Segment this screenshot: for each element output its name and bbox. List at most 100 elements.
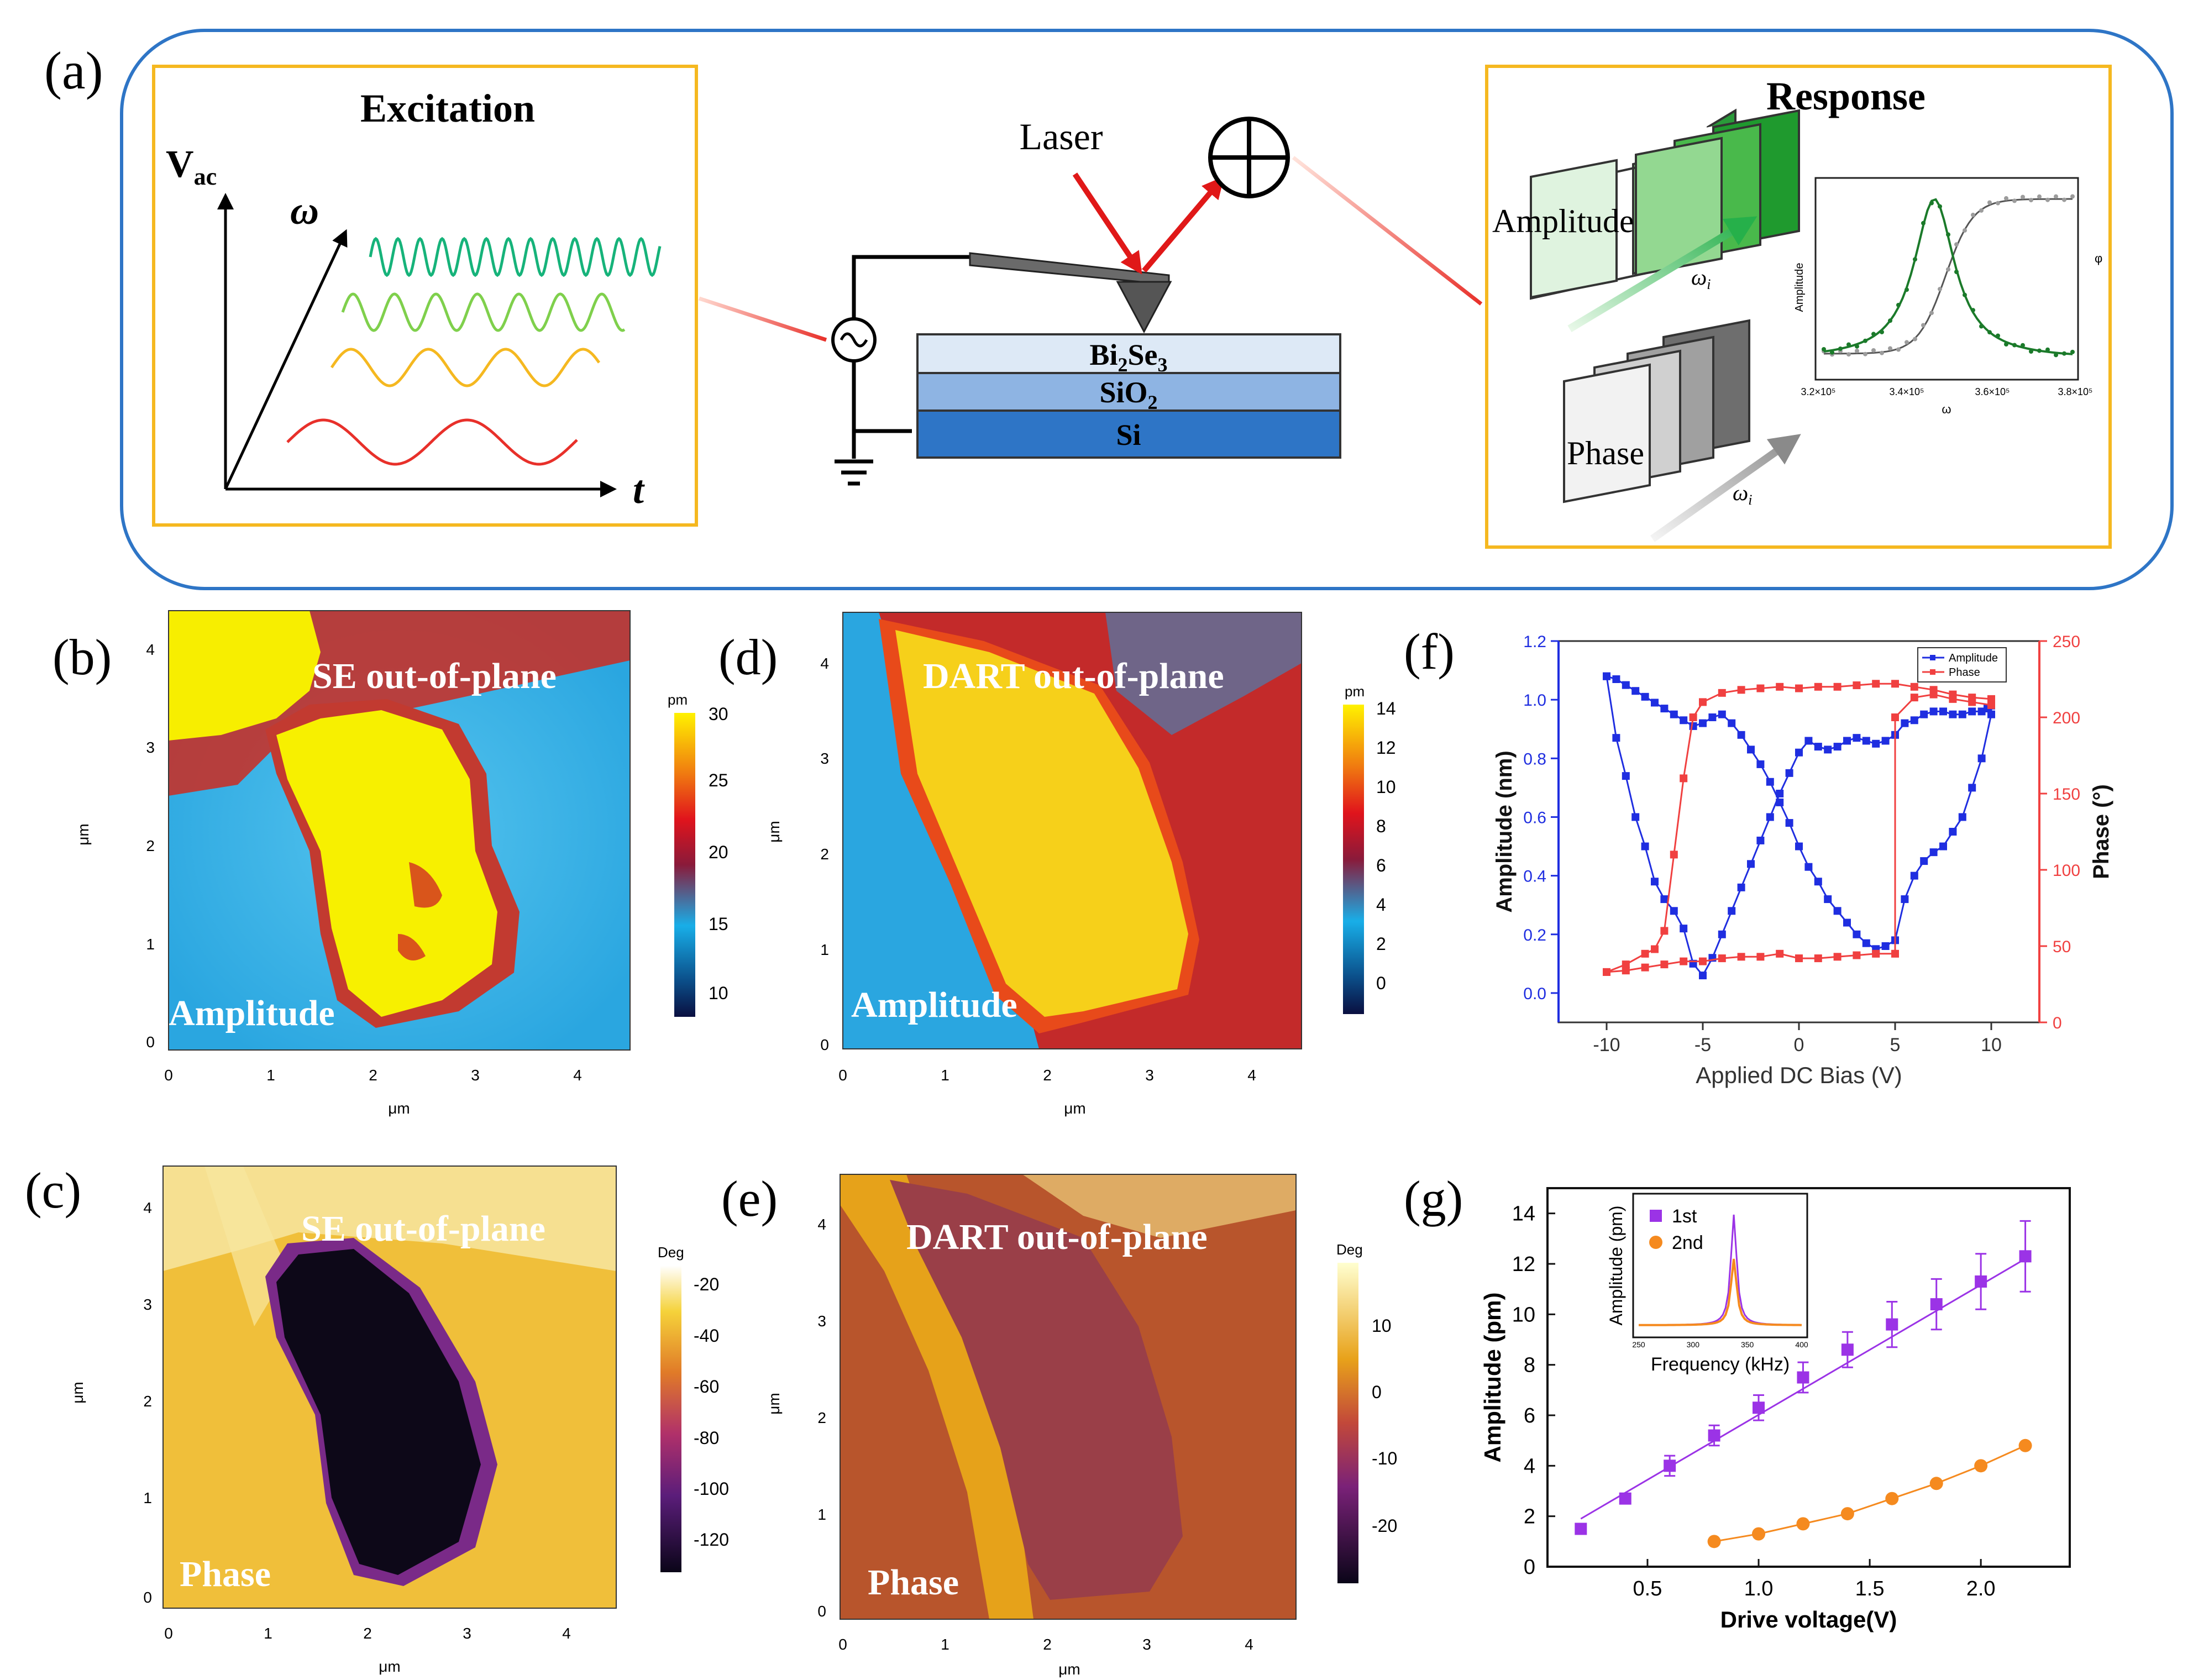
mini-amplitude-point xyxy=(2021,343,2025,348)
map-e-xticks: 0 1 2 3 4 xyxy=(838,1636,1253,1653)
map-d-flake xyxy=(895,630,1188,1017)
chart-f-point-amplitude xyxy=(1680,925,1688,933)
mini-plot-xtick-3: 3.8×10⁵ xyxy=(2058,386,2092,397)
colorbar-b-tick-30: 30 xyxy=(709,704,728,724)
mini-phase-point xyxy=(2004,196,2008,201)
colorbar-c-tick-3: -80 xyxy=(694,1428,719,1448)
chart-g-point-1st xyxy=(1708,1429,1720,1442)
mini-amplitude-point xyxy=(1938,204,1942,209)
mini-amplitude-point xyxy=(1863,338,1867,343)
colorbar-d-unit: pm xyxy=(1345,683,1365,700)
chart-f-point-amplitude xyxy=(1776,790,1784,797)
colorbar-d-tick-2: 10 xyxy=(1376,777,1396,797)
chart-g-point-1st xyxy=(1930,1298,1943,1311)
chart-f-point-phase xyxy=(1929,686,1938,694)
svg-text:0: 0 xyxy=(817,1603,826,1620)
map-d-yticks: 4 3 2 1 0 xyxy=(820,655,829,1053)
chart-g-xlabel: Drive voltage(V) xyxy=(1720,1607,1897,1632)
map-e-bright-band xyxy=(840,1174,1033,1619)
chart-f-point-amplitude xyxy=(1756,760,1765,768)
mini-amplitude-point xyxy=(2012,343,2017,348)
layer-si xyxy=(916,410,1341,459)
omega-axis-label: ω xyxy=(290,188,319,233)
chart-f-point-phase xyxy=(1718,954,1726,963)
chart-g-ytick-label: 10 xyxy=(1512,1303,1535,1326)
chart-f-point-amplitude xyxy=(1968,707,1976,716)
mini-phase-point xyxy=(2054,194,2058,199)
colorbar-d-tick-1: 12 xyxy=(1376,738,1396,758)
mini-phase-point xyxy=(1996,201,2000,206)
chart-f-ytick-right-label: 50 xyxy=(2053,938,2071,956)
chart-f-point-amplitude xyxy=(1853,734,1861,742)
chart-g-xtick-label: 0.5 xyxy=(1633,1577,1662,1600)
chart-f-xlabel: Applied DC Bias (V) xyxy=(1696,1062,1902,1088)
map-d-xlabel: μm xyxy=(1064,1100,1085,1117)
chart-f-point-amplitude xyxy=(1785,819,1793,827)
chart-f-point-phase xyxy=(1833,683,1842,691)
mini-phase-point xyxy=(1987,200,1992,205)
colorbar-d-tick-5: 4 xyxy=(1376,895,1386,915)
afm-circuit xyxy=(835,255,973,486)
chart-f-legend-marker xyxy=(1930,669,1935,675)
svg-text:4: 4 xyxy=(820,655,829,672)
chart-f-point-amplitude xyxy=(1929,848,1938,857)
chart-f-point-phase xyxy=(1641,949,1649,958)
chart-g-inset-ylabel: Amplitude (pm) xyxy=(1606,1206,1626,1326)
chart-f-point-amplitude xyxy=(1660,895,1669,904)
chart-f-ytick-label: 0.8 xyxy=(1523,750,1546,768)
chart-f-xtick-label: -10 xyxy=(1593,1035,1620,1056)
chart-f-point-amplitude xyxy=(1737,731,1745,739)
chart-f-series-line-phase xyxy=(1606,683,1992,973)
chart-g-inset-xtick: 250 xyxy=(1632,1340,1645,1349)
svg-text:0: 0 xyxy=(146,1033,155,1051)
map-c-light-top xyxy=(163,1166,616,1271)
svg-text:2: 2 xyxy=(143,1393,152,1410)
chart-f-point-phase xyxy=(1853,951,1861,959)
chart-f-point-amplitude xyxy=(1708,713,1717,721)
chart-f-point-amplitude xyxy=(1718,930,1726,938)
chart-f-point-amplitude xyxy=(1785,769,1793,777)
map-b-ylabel: μm xyxy=(75,823,92,845)
map-c-light-diag xyxy=(204,1166,287,1326)
chart-g-inset-xlabel: Frequency (kHz) xyxy=(1651,1354,1790,1375)
svg-text:1: 1 xyxy=(941,1067,949,1084)
chart-f-point-amplitude xyxy=(1737,883,1745,891)
chart-f-ytick-label: 1.2 xyxy=(1523,633,1546,651)
chart-g-inset-xtick: 350 xyxy=(1741,1340,1754,1349)
mini-plot-ylabel-right: φ xyxy=(2095,251,2102,265)
colorbar-b-tick-10: 10 xyxy=(709,983,728,1003)
mini-phase-point xyxy=(1871,348,1876,353)
chart-f-point-amplitude xyxy=(1766,778,1774,786)
chart-f-point-phase xyxy=(1622,960,1630,969)
colorbar-d-tick-6: 2 xyxy=(1376,934,1386,954)
panel-g: (g) 0.5 1.0 1.5 2.0 0 2 4 6 8 10 12 14 Drive voltage… xyxy=(1404,1170,2071,1632)
mini-phase-point xyxy=(2029,198,2033,203)
panel-e: (e) DART out-of-plane Phase Deg 10 0 -10… xyxy=(721,1170,1397,1678)
chart-f-point-amplitude xyxy=(1728,719,1736,727)
chart-f-point-amplitude xyxy=(1862,737,1870,745)
wave-mid-high-frequency xyxy=(341,292,626,332)
map-b-title: SE out-of-plane xyxy=(312,656,557,696)
panel-b: (b) SE out-of-plane Amplitude pm 30 25 2… xyxy=(53,610,728,1117)
chart-g-point-1st xyxy=(1575,1523,1587,1535)
mini-phase-point xyxy=(2045,197,2050,202)
map-c-xlabel: μm xyxy=(379,1658,400,1675)
colorbar-d-tick-4: 6 xyxy=(1376,855,1386,875)
chart-f-point-amplitude xyxy=(1872,739,1880,748)
chart-f-point-phase xyxy=(1670,851,1678,859)
colorbar-c-tick-4: -100 xyxy=(694,1479,729,1499)
map-d-frame xyxy=(842,612,1302,1049)
chart-f-point-phase xyxy=(1756,953,1765,961)
chart-f-point-amplitude xyxy=(1881,942,1890,950)
svg-text:4: 4 xyxy=(573,1067,582,1084)
mini-amplitude-point xyxy=(2045,347,2050,352)
svg-text:2: 2 xyxy=(817,1409,826,1426)
chart-f-point-amplitude xyxy=(1756,836,1765,844)
chart-g-inset-xtick: 300 xyxy=(1687,1340,1700,1349)
svg-text:4: 4 xyxy=(562,1625,571,1642)
chart-g-point-2nd xyxy=(2018,1439,2032,1452)
colorbar-c-tick-1: -40 xyxy=(694,1326,719,1346)
chart-f-ytick-label: 1.0 xyxy=(1523,691,1546,710)
panel-d: (d) DART out-of-plane Amplitude pm 14 12… xyxy=(718,612,1396,1117)
mini-amplitude-point xyxy=(2054,353,2058,358)
